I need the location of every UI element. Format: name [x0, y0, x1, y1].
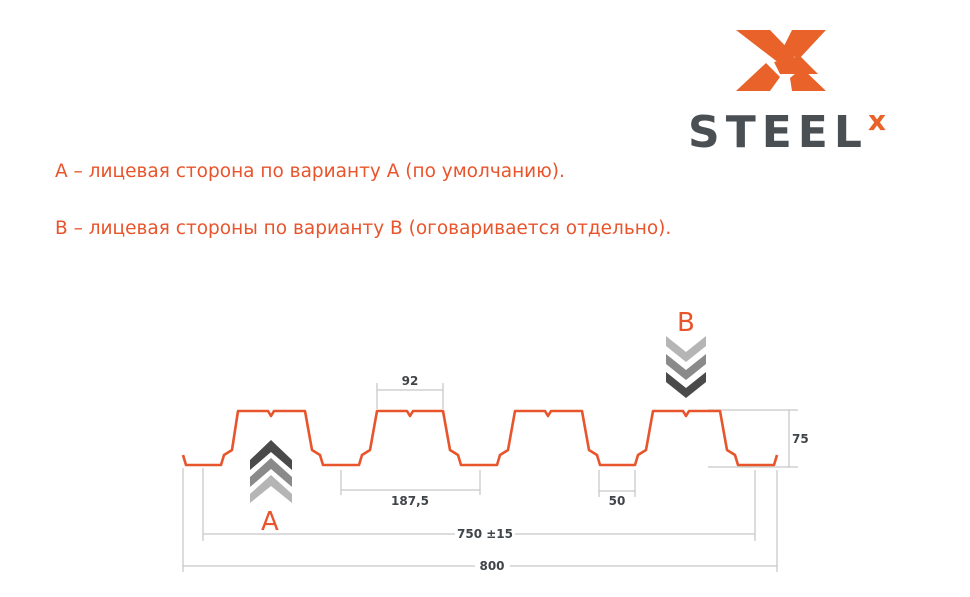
- steelx-logo: STEEL x: [688, 30, 886, 158]
- side-a-label: A: [261, 507, 279, 537]
- logo-x-mark: [736, 30, 826, 91]
- logo-superscript: x: [868, 104, 886, 137]
- side-b-arrow-icon: [666, 336, 706, 398]
- dim-working-width: 750 ±15: [457, 527, 513, 541]
- dim-pitch: 187,5: [391, 494, 429, 508]
- side-b-label: B: [677, 308, 695, 338]
- dim-total-width: 800: [479, 559, 504, 573]
- dimension-lines: [182, 383, 798, 572]
- logo-text: STEEL: [688, 107, 868, 158]
- note-side-b: В – лицевая стороны по варианту В (огова…: [55, 218, 672, 239]
- dim-height: 75: [792, 432, 809, 446]
- dim-top-width: 92: [402, 374, 419, 388]
- profile-line: [181, 409, 779, 467]
- dim-bottom-width: 50: [609, 494, 626, 508]
- note-side-a: А – лицевая сторона по варианту А (по ум…: [55, 161, 565, 182]
- side-a-arrow-icon: [250, 440, 292, 503]
